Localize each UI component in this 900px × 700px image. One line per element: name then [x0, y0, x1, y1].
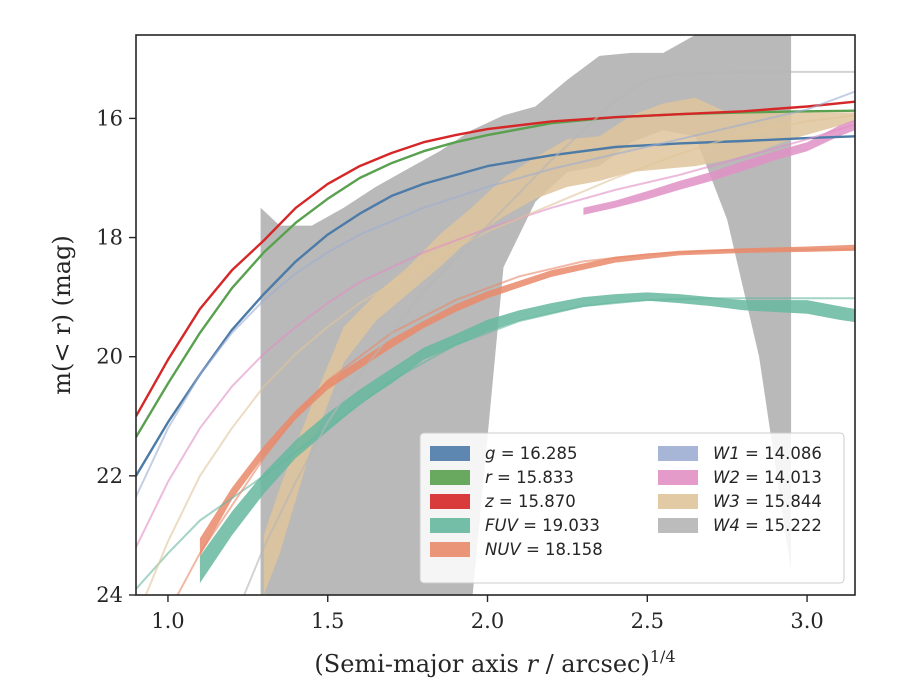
legend-swatch-w1	[658, 446, 698, 461]
x-tick-label: 1.0	[151, 609, 184, 633]
legend-label-r: r = 15.833	[485, 468, 574, 487]
legend-label-w2: W2 = 14.013	[713, 468, 822, 487]
legend-label-g: g = 16.285	[485, 444, 578, 463]
y-tick-label: 22	[96, 464, 123, 488]
data-bands	[199, 35, 855, 595]
x-tick-label: 2.5	[631, 609, 664, 633]
y-axis-label: m(< r) (mag)	[48, 235, 76, 394]
legend-swatch-z	[430, 494, 470, 509]
x-tick-label: 3.0	[790, 609, 823, 633]
legend-label-nuv: NUV = 18.158	[485, 540, 603, 559]
y-tick-label: 16	[96, 106, 123, 130]
model-curve-g	[136, 135, 855, 477]
x-axis-label: (Semi-major axis r / arcsec)1/4	[314, 647, 675, 678]
legend-label-w3: W3 = 15.844	[713, 492, 822, 511]
x-axis-label-text: (Semi-major axis r / arcsec)	[314, 650, 649, 678]
legend: g = 16.285 r = 15.833 z = 15.870 FUV = 19.0…	[419, 432, 845, 584]
legend-label-w1: W1 = 14.086	[713, 444, 822, 463]
model-curve-w2	[136, 123, 855, 548]
legend-label-fuv: FUV = 19.033	[485, 516, 600, 535]
model-curve-w3	[144, 114, 855, 595]
legend-swatch-w4	[658, 518, 698, 533]
legend-box	[419, 432, 845, 584]
model-curve-z	[136, 100, 855, 417]
y-tick-label: 20	[96, 345, 123, 369]
model-curve-fuv	[136, 297, 855, 590]
model-curves	[136, 70, 855, 595]
model-curve-nuv	[176, 248, 855, 595]
x-tick-label: 1.5	[311, 609, 344, 633]
legend-swatch-r	[430, 470, 470, 485]
legend-label-z: z = 15.870	[484, 492, 576, 511]
model-curve-w4	[243, 70, 855, 595]
x-tick-label: 2.0	[471, 609, 504, 633]
band-w2	[583, 119, 855, 215]
y-tick-label: 18	[96, 226, 123, 250]
model-curve-w1	[136, 90, 855, 498]
legend-swatch-g	[430, 446, 470, 461]
axes: 1.0 1.5 2.0 2.5 3.0 16 18 20 22 24	[96, 106, 824, 633]
band-w4	[260, 35, 792, 595]
y-tick-label: 24	[96, 583, 123, 607]
legend-swatch-w3	[658, 494, 698, 509]
legend-label-w4: W4 = 15.222	[713, 516, 822, 535]
legend-swatch-fuv	[430, 518, 470, 533]
legend-swatch-nuv	[430, 542, 470, 557]
x-axis-label-sup: 1/4	[650, 647, 676, 666]
plot-frame	[135, 34, 856, 596]
legend-swatch-w2	[658, 470, 698, 485]
